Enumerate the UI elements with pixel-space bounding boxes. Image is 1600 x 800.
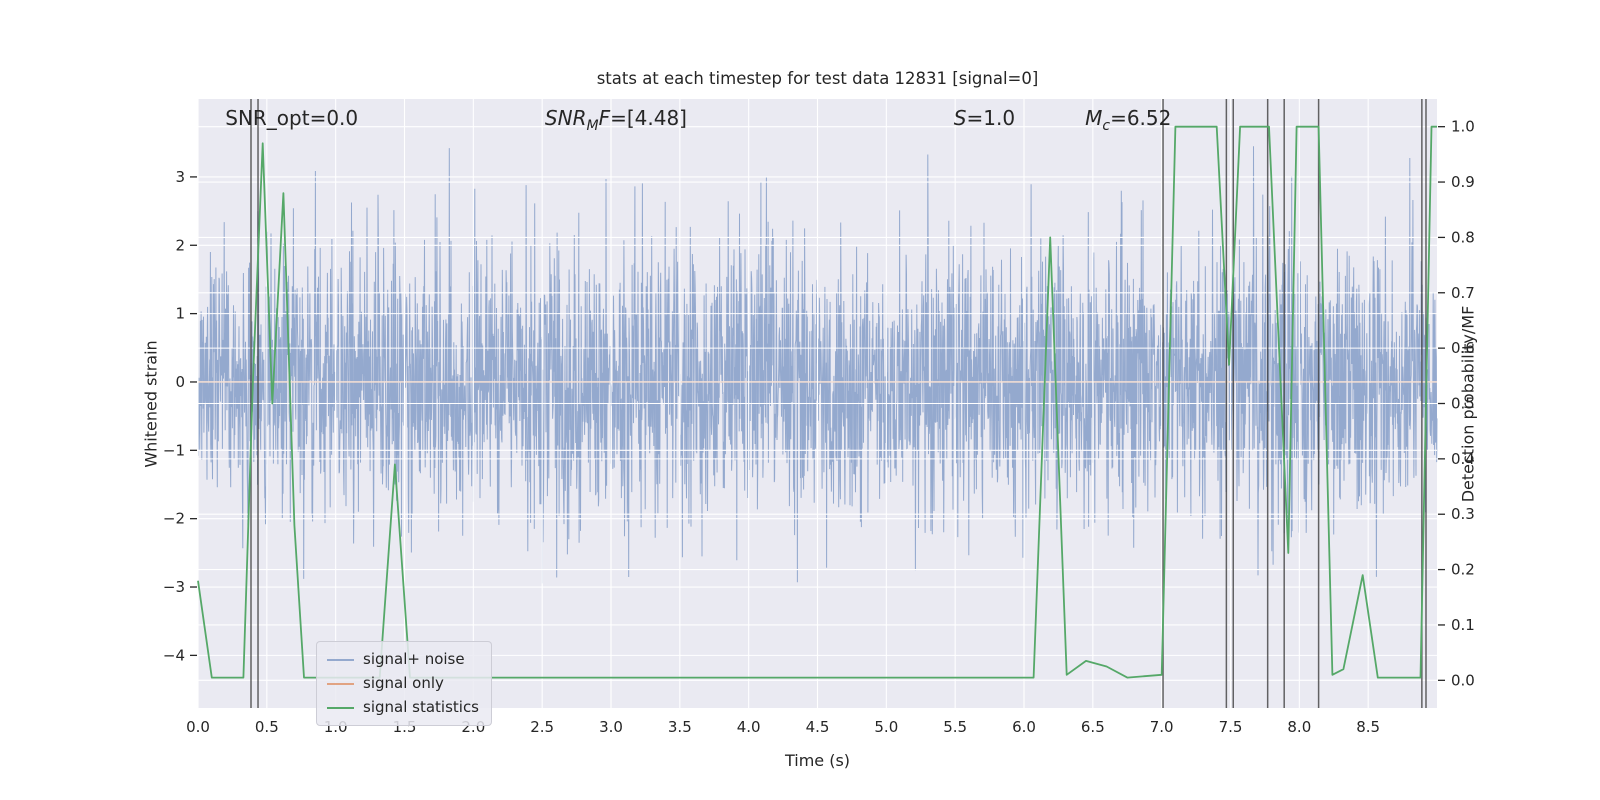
y-tick-label-right: 0.7 [1451,284,1475,302]
x-tick-label: 8.5 [1356,718,1380,736]
annotation: S=1.0 [954,106,1015,130]
x-axis-label: Time (s) [784,751,851,770]
annotation-segment: M [1085,106,1103,130]
x-tick-label: 5.5 [943,718,967,736]
y-tick-label-left: 0 [175,373,185,391]
x-tick-label: 4.5 [806,718,830,736]
x-tick-label: 3.0 [599,718,623,736]
legend-line-swatch [327,658,354,661]
annotation: Mc=6.52 [1085,106,1171,134]
y-tick-label-left: −4 [163,646,185,664]
legend-label: signal statistics [363,698,480,716]
x-tick-label: 0.0 [186,718,210,736]
annotation-segment: SNR [544,106,587,130]
y-tick-label-right: 0.6 [1451,339,1475,357]
x-tick-label: 3.5 [668,718,692,736]
x-tick-label: 6.0 [1012,718,1036,736]
y-tick-label-right: 1.0 [1451,118,1475,136]
y-tick-label-left: −3 [163,578,185,596]
annotation-segment: S [953,106,967,130]
annotation-segment: =1.0 [966,106,1016,130]
legend-label: signal only [363,674,444,692]
x-tick-label: 2.5 [530,718,554,736]
y-tick-label-right: 0.4 [1451,450,1475,468]
annotation: SNR_opt=0.0 [225,106,358,130]
y-tick-label-right: 0.8 [1451,228,1475,246]
y-tick-label-left: −1 [163,441,185,459]
legend-line-swatch [327,682,354,685]
annotation-segment: =[4.48] [610,106,687,130]
y-tick-label-right: 0.5 [1451,395,1475,413]
legend-label: signal+ noise [363,650,465,668]
x-tick-label: 8.0 [1287,718,1311,736]
y-tick-label-left: 2 [175,236,185,254]
y-axis-label-left: Whitened strain [141,339,161,468]
legend-line-swatch [327,706,354,709]
y-tick-label-left: −2 [163,510,185,528]
legend-item: signal+ noise [327,649,479,670]
y-tick-label-left: 3 [175,168,185,186]
x-tick-label: 4.0 [737,718,761,736]
annotation-segment: =6.52 [1110,106,1172,130]
legend-item: signal statistics [327,697,479,718]
x-tick-label: 0.5 [255,718,279,736]
y-tick-label-right: 0.1 [1451,616,1475,634]
y-tick-label-right: 0.2 [1451,561,1475,579]
series-signal-statistics [197,125,1437,679]
annotation-segment: F [598,106,611,130]
x-tick-label: 7.0 [1150,718,1174,736]
legend-item: signal only [327,673,479,694]
y-axis-label-right: Detection probability/MF [1458,305,1478,502]
annotation-segment: SNR_opt=0.0 [225,106,359,130]
x-tick-label: 5.0 [874,718,898,736]
x-tick-label: 7.5 [1219,718,1243,736]
y-tick-label-left: 1 [175,305,185,323]
y-tick-label-right: 0.0 [1451,671,1475,689]
annotation-segment: M [586,118,599,134]
annotation-segment: c [1102,118,1111,134]
chart-title: stats at each timestep for test data 128… [596,69,1039,88]
y-tick-label-right: 0.3 [1451,505,1475,523]
annotation: SNRMF=[4.48] [545,106,687,134]
x-tick-label: 6.5 [1081,718,1105,736]
legend: signal+ noise signal only signal statistic… [316,641,493,726]
y-tick-label-right: 0.9 [1451,173,1475,191]
